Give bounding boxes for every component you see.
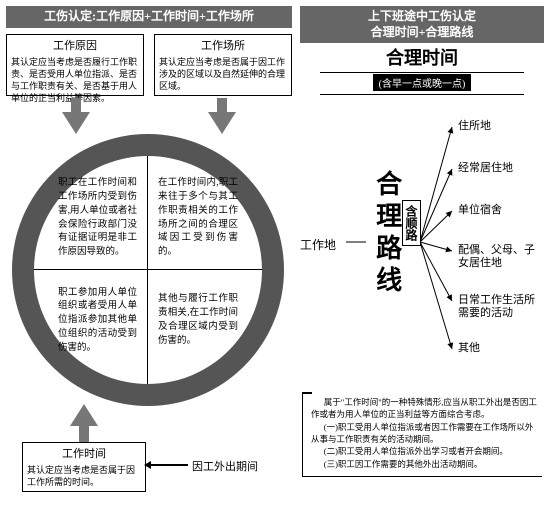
- route-destination: 经常居住地: [458, 162, 544, 175]
- right-header-line1: 上下班途中工伤认定: [304, 9, 540, 25]
- circle-diagram: 职工在工作时间和工作场所内受到伤害,用人单位或者社会保险行政部门没有证据证明是非…: [12, 134, 284, 406]
- route-destination: 单位宿舍: [458, 204, 544, 217]
- route-destination: 日常工作生活所需要的活动: [458, 294, 544, 320]
- box-work-time-body: 其认定应当考虑是否属于因工作所需的时间。: [27, 464, 141, 488]
- route-origin-label: 工作地: [300, 236, 336, 253]
- route-destination: 住所地: [458, 120, 544, 133]
- route-badge: 含顺路: [402, 200, 421, 246]
- box-work-time: 工作时间 其认定应当考虑是否属于因工作所需的时间。: [22, 442, 146, 492]
- footer-notes: 属于"工作时间"的一种特殊情形,应当从职工外出是否因工作或者为用人单位的正当利益…: [302, 392, 542, 477]
- left-header: 工伤认定:工作原因+工作时间+工作场所: [6, 6, 292, 28]
- arrow-down-icon: [62, 112, 90, 134]
- footer-line: (一)职工受用人单位指派或者因工作需要在工作场所以外从事与工作职责有关的活动期间…: [311, 421, 538, 446]
- arrow-down-icon: [208, 112, 236, 134]
- reasonable-time-title: 合理时间: [300, 44, 544, 70]
- box-work-place-title: 工作场所: [159, 39, 287, 54]
- arrow-left-icon: [150, 464, 188, 466]
- quadrant-4: 其他与履行工作职责相关,在工作时间及合理区域内受到伤害的。: [148, 270, 262, 384]
- arrow-up-icon: [70, 404, 98, 426]
- route-destination: 其他: [458, 342, 544, 355]
- divider: [320, 94, 524, 95]
- route-diagram: 工作地 合理路线 含顺路 住所地经常居住地单位宿舍配偶、父母、子女居住地日常工作…: [300, 110, 544, 370]
- quadrant-1: 职工在工作时间和工作场所内受到伤害,用人单位或者社会保险行政部门没有证据证明是非…: [34, 156, 148, 270]
- right-header-line2: 合理时间+合理路线: [304, 25, 540, 41]
- right-header: 上下班途中工伤认定 合理时间+合理路线: [300, 6, 544, 43]
- reasonable-time-sub: (含早一点或晚一点): [300, 73, 544, 92]
- quadrant-3: 职工参加用人单位组织或者受用人单位指派参加其他单位组织的活动受到伤害的。: [34, 270, 148, 384]
- circle-inner: 职工在工作时间和工作场所内受到伤害,用人单位或者社会保险行政部门没有证据证明是非…: [34, 156, 262, 384]
- box-work-place: 工作场所 其认定应当考虑是否属于因工作涉及的区域以及自然延伸的合理区域。: [154, 34, 292, 96]
- footer-line: (三)职工因工作需要的其他外出活动期间。: [311, 458, 538, 470]
- box-work-reason: 工作原因 其认定应当考虑是否履行工作职责、是否受用人单位指派、是否与工作职责有关…: [6, 34, 144, 96]
- footer-line: (二)职工受用人单位指派外出学习或者开会期间。: [311, 445, 538, 457]
- route-lines: [300, 110, 544, 370]
- reasonable-time-block: 合理时间 (含早一点或晚一点): [300, 44, 544, 95]
- box-work-place-body: 其认定应当考虑是否属于因工作涉及的区域以及自然延伸的合理区域。: [159, 56, 287, 92]
- route-destination: 配偶、父母、子女居住地: [458, 244, 544, 270]
- box-work-time-title: 工作时间: [27, 447, 141, 462]
- route-title-vertical: 合理路线: [372, 170, 401, 298]
- quadrant-2: 在工作时间内,职工来往于多个与其工作职责相关的工作场所之间的合理区域因工受到伤害…: [148, 156, 262, 270]
- footer-line: 属于"工作时间"的一种特殊情形,应当从职工外出是否因工作或者为用人单位的正当利益…: [311, 396, 538, 421]
- out-period-label: 因工外出期间: [192, 458, 258, 474]
- box-work-reason-title: 工作原因: [11, 39, 139, 54]
